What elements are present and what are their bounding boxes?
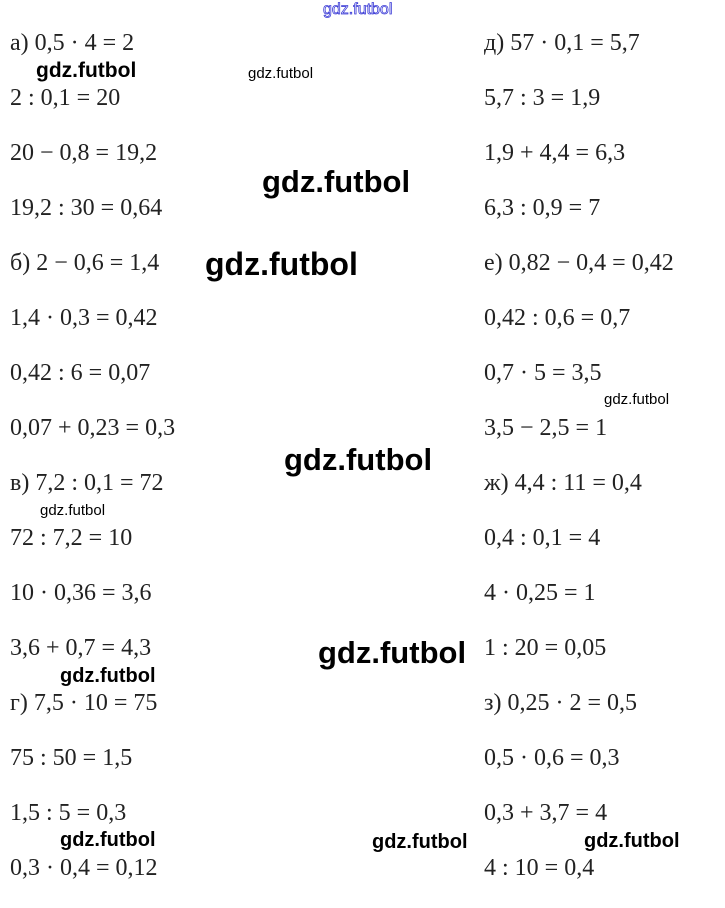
equation: 2 : 0,1 = 20 xyxy=(10,85,121,111)
equation-row: 0,42 : 6 = 0,07 xyxy=(10,358,175,413)
watermark: gdz.futbol xyxy=(284,442,433,477)
watermark: gdz.futbol xyxy=(604,391,670,408)
equation: д) 57 · 0,1 = 5,7 xyxy=(484,30,640,56)
equation-row: б) 2 − 0,6 = 1,4 xyxy=(10,248,175,303)
equation: 0,5 · 0,6 = 0,3 xyxy=(484,745,620,771)
equation: б) 2 − 0,6 = 1,4 xyxy=(10,250,160,276)
equation-row: 0,5 · 0,6 = 0,3 xyxy=(484,743,674,798)
equation: 10 · 0,36 = 3,6 xyxy=(10,580,152,606)
equation: 19,2 : 30 = 0,64 xyxy=(10,195,163,221)
equation: а) 0,5 · 4 = 2 xyxy=(10,30,135,56)
equation: 72 : 7,2 = 10 xyxy=(10,525,133,551)
equation-row: 3,6 + 0,7 = 4,3 xyxy=(10,633,175,688)
watermark: gdz.futbol xyxy=(584,830,680,852)
equation-row: 1,5 : 5 = 0,3 xyxy=(10,798,175,853)
equation-row: ж) 4,4 : 11 = 0,4 xyxy=(484,468,674,523)
equation-row: 0,4 : 0,1 = 4 xyxy=(484,523,674,578)
header-link[interactable]: gdz.futbol xyxy=(323,1,393,18)
equation-row: 6,3 : 0,9 = 7 xyxy=(484,193,674,248)
watermark: gdz.futbol xyxy=(205,246,358,282)
equation-row: в) 7,2 : 0,1 = 72 xyxy=(10,468,175,523)
watermark: gdz.futbol xyxy=(262,164,411,199)
equation-row: 1,4 · 0,3 = 0,42 xyxy=(10,303,175,358)
equation-row: 0,42 : 0,6 = 0,7 xyxy=(484,303,674,358)
watermark: gdz.futbol xyxy=(36,59,137,82)
equation: з) 0,25 · 2 = 0,5 xyxy=(484,690,637,716)
equation: 0,4 : 0,1 = 4 xyxy=(484,525,601,551)
equation: 1,5 : 5 = 0,3 xyxy=(10,800,127,826)
left-column: а) 0,5 · 4 = 2 2 : 0,1 = 20 20 − 0,8 = 19,… xyxy=(10,28,175,908)
watermark: gdz.futbol xyxy=(318,635,467,670)
equation-row: 0,7 · 5 = 3,5 xyxy=(484,358,674,413)
equation-row: 4 : 10 = 0,4 xyxy=(484,853,674,908)
equation-row: 1 : 20 = 0,05 xyxy=(484,633,674,688)
equation-row: 1,9 + 4,4 = 6,3 xyxy=(484,138,674,193)
equation-row: 5,7 : 3 = 1,9 xyxy=(484,83,674,138)
equation: 1,4 · 0,3 = 0,42 xyxy=(10,305,158,331)
equation: 5,7 : 3 = 1,9 xyxy=(484,85,601,111)
equation-row: з) 0,25 · 2 = 0,5 xyxy=(484,688,674,743)
equation-row: 0,07 + 0,23 = 0,3 xyxy=(10,413,175,468)
equation: 20 − 0,8 = 19,2 xyxy=(10,140,158,166)
equation-row: 20 − 0,8 = 19,2 xyxy=(10,138,175,193)
equation: 0,3 · 0,4 = 0,12 xyxy=(10,855,158,881)
equation: в) 7,2 : 0,1 = 72 xyxy=(10,470,164,496)
equation-row: 4 · 0,25 = 1 xyxy=(484,578,674,633)
watermark: gdz.futbol xyxy=(60,665,156,687)
equation: 75 : 50 = 1,5 xyxy=(10,745,133,771)
equation: 4 : 10 = 0,4 xyxy=(484,855,595,881)
equation-row: г) 7,5 · 10 = 75 xyxy=(10,688,175,743)
equation: 4 · 0,25 = 1 xyxy=(484,580,596,606)
right-column: д) 57 · 0,1 = 5,7 5,7 : 3 = 1,9 1,9 + 4,4 … xyxy=(484,28,674,908)
equation-row: 10 · 0,36 = 3,6 xyxy=(10,578,175,633)
equation: 0,42 : 0,6 = 0,7 xyxy=(484,305,631,331)
watermark: gdz.futbol xyxy=(40,502,106,519)
equation-row: е) 0,82 − 0,4 = 0,42 xyxy=(484,248,674,303)
equation: 0,07 + 0,23 = 0,3 xyxy=(10,415,176,441)
equation-row: 0,3 + 3,7 = 4 xyxy=(484,798,674,853)
watermark: gdz.futbol xyxy=(248,65,314,82)
equation-row: 0,3 · 0,4 = 0,12 xyxy=(10,853,175,908)
equation: е) 0,82 − 0,4 = 0,42 xyxy=(484,250,674,276)
equation: 0,7 · 5 = 3,5 xyxy=(484,360,602,386)
equation: 3,5 − 2,5 = 1 xyxy=(484,415,608,441)
equation: ж) 4,4 : 11 = 0,4 xyxy=(484,470,642,496)
equation-row: 2 : 0,1 = 20 xyxy=(10,83,175,138)
watermark: gdz.futbol xyxy=(372,831,468,853)
equation-row: 3,5 − 2,5 = 1 xyxy=(484,413,674,468)
equation: 1 : 20 = 0,05 xyxy=(484,635,607,661)
equation: 3,6 + 0,7 = 4,3 xyxy=(10,635,152,661)
equation: 0,3 + 3,7 = 4 xyxy=(484,800,608,826)
equation: г) 7,5 · 10 = 75 xyxy=(10,690,158,716)
equation: 1,9 + 4,4 = 6,3 xyxy=(484,140,626,166)
watermark: gdz.futbol xyxy=(60,829,156,851)
equation-row: 75 : 50 = 1,5 xyxy=(10,743,175,798)
equation-row: 72 : 7,2 = 10 xyxy=(10,523,175,578)
equation-row: а) 0,5 · 4 = 2 xyxy=(10,28,175,83)
equation: 0,42 : 6 = 0,07 xyxy=(10,360,151,386)
equation-row: д) 57 · 0,1 = 5,7 xyxy=(484,28,674,83)
equation: 6,3 : 0,9 = 7 xyxy=(484,195,601,221)
equation-row: 19,2 : 30 = 0,64 xyxy=(10,193,175,248)
